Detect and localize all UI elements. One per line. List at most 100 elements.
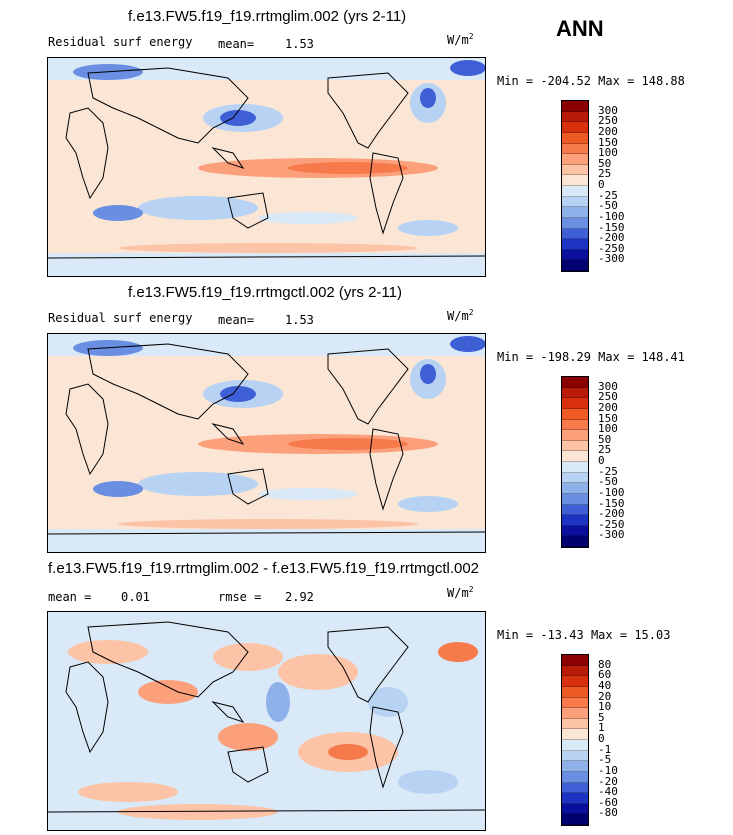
colorbar-tick-label: 60 [598, 668, 612, 682]
colorbar-swatch [562, 665, 588, 677]
panel1-variable: Residual surf energy [48, 35, 193, 49]
season-label: ANN [556, 16, 604, 41]
colorbar-tick-label: -1 [598, 742, 612, 756]
colorbar-swatch [562, 196, 588, 208]
colorbar-swatch [562, 260, 588, 271]
colorbar-tick-label: -300 [598, 252, 625, 266]
panel1-map [47, 57, 486, 277]
panel1-colorbar [561, 100, 589, 272]
panel3-rmse-value: 2.92 [285, 590, 314, 604]
panel1-max-value: 148.88 [641, 74, 685, 88]
panel3-min-value: -13.43 [540, 628, 584, 642]
panel1-colorbar-ticks: 300 250 200 150 100 50 25 0 -25 -50 -100 -150 -200 -2… [598, 100, 658, 270]
panel2-units-text: W/m [447, 309, 469, 323]
colorbar-tick-label: -100 [598, 209, 625, 223]
colorbar-swatch [562, 472, 588, 484]
panel2-units-sup: 2 [468, 308, 474, 317]
colorbar-swatch [562, 217, 588, 229]
panel3-mean-label: mean = [48, 590, 92, 604]
panel2-max-label: Max = [598, 350, 635, 364]
colorbar-tick-label: 100 [598, 146, 618, 160]
panel1-minmax: Min = -204.52 Max = 148.88 [497, 74, 685, 88]
colorbar-swatch [562, 132, 588, 144]
colorbar-tick-label: -200 [598, 231, 625, 245]
colorbar-tick-label: 250 [598, 114, 618, 128]
colorbar-swatch [562, 814, 588, 825]
colorbar-tick-label: 10 [598, 700, 612, 714]
colorbar-swatch [562, 440, 588, 452]
panel2-colorbar-ticks: 300 250 200 150 100 50 25 0 -25 -50 -100 -150 -200 -2… [598, 376, 658, 546]
colorbar-swatch [562, 101, 588, 112]
panel2-minmax: Min = -198.29 Max = 148.41 [497, 350, 685, 364]
colorbar-swatch [562, 451, 588, 462]
colorbar-tick-label: 25 [598, 443, 612, 457]
colorbar-swatch [562, 122, 588, 133]
panel3-minmax: Min = -13.43 Max = 15.03 [497, 628, 670, 642]
colorbar-swatch [562, 803, 588, 815]
panel3-max-label: Max = [590, 628, 628, 642]
panel1-units-text: W/m [447, 33, 469, 47]
colorbar-swatch [562, 239, 588, 250]
panel2-min-label: Min = [497, 350, 534, 364]
colorbar-tick-label: -150 [598, 496, 625, 510]
colorbar-swatch [562, 793, 588, 804]
colorbar-tick-label: -25 [598, 188, 618, 202]
panel2-title: f.e13.FW5.f19_f19.rrtmgctl.002 (yrs 2-11… [128, 284, 402, 301]
panel1-map-svg [48, 58, 485, 276]
colorbar-swatch [562, 419, 588, 431]
panel3-rmse-label: rmse = [218, 590, 262, 604]
colorbar-swatch [562, 771, 588, 783]
colorbar-swatch [562, 504, 588, 516]
colorbar-swatch [562, 186, 588, 197]
colorbar-tick-label: 1 [598, 721, 605, 735]
colorbar-tick-label: 100 [598, 422, 618, 436]
panel3-max-value: 15.03 [634, 628, 671, 642]
panel2-colorbar [561, 376, 589, 548]
colorbar-swatch [562, 377, 588, 388]
panel3-units-sup: 2 [468, 585, 474, 594]
colorbar-tick-label: -80 [598, 806, 618, 820]
panel3-min-label: Min = [497, 628, 534, 642]
colorbar-tick-label: 40 [598, 678, 612, 692]
colorbar-tick-label: 150 [598, 135, 618, 149]
colorbar-tick-label: -40 [598, 785, 618, 799]
colorbar-swatch [562, 782, 588, 794]
colorbar-tick-label: -60 [598, 795, 618, 809]
colorbar-tick-label: 300 [598, 379, 618, 393]
colorbar-swatch [562, 154, 588, 165]
colorbar-tick-label: -100 [598, 485, 625, 499]
colorbar-swatch [562, 740, 588, 751]
colorbar-tick-label: 20 [598, 689, 612, 703]
colorbar-tick-label: 5 [598, 710, 605, 724]
panel2-variable: Residual surf energy [48, 311, 193, 325]
colorbar-tick-label: 0 [598, 454, 605, 467]
panel2-map-svg [48, 334, 485, 552]
colorbar-swatch [562, 515, 588, 526]
panel2-max-value: 148.41 [641, 350, 685, 364]
colorbar-swatch [562, 750, 588, 762]
colorbar-tick-label: -20 [598, 774, 618, 788]
colorbar-tick-label: 80 [598, 657, 612, 671]
colorbar-swatch [562, 525, 588, 537]
colorbar-tick-label: 25 [598, 167, 612, 181]
colorbar-swatch [562, 493, 588, 505]
colorbar-swatch [562, 708, 588, 719]
colorbar-swatch [562, 430, 588, 441]
colorbar-swatch [562, 175, 588, 186]
colorbar-tick-label: -200 [598, 507, 625, 521]
colorbar-tick-label: -150 [598, 220, 625, 234]
panel3-map-svg [48, 612, 485, 830]
colorbar-swatch [562, 697, 588, 709]
panel2-map [47, 333, 486, 553]
panel1-units: W/m2 [447, 32, 474, 47]
colorbar-tick-label: -250 [598, 241, 625, 255]
colorbar-swatch [562, 729, 588, 740]
panel2-units: W/m2 [447, 308, 474, 323]
colorbar-tick-label: 300 [598, 103, 618, 117]
colorbar-swatch [562, 249, 588, 261]
panel3-colorbar [561, 654, 589, 826]
panel1-units-sup: 2 [468, 32, 474, 41]
colorbar-swatch [562, 398, 588, 409]
panel3-units-text: W/m [447, 586, 469, 600]
panel1-title: f.e13.FW5.f19_f19.rrtmglim.002 (yrs 2-11… [128, 8, 407, 25]
